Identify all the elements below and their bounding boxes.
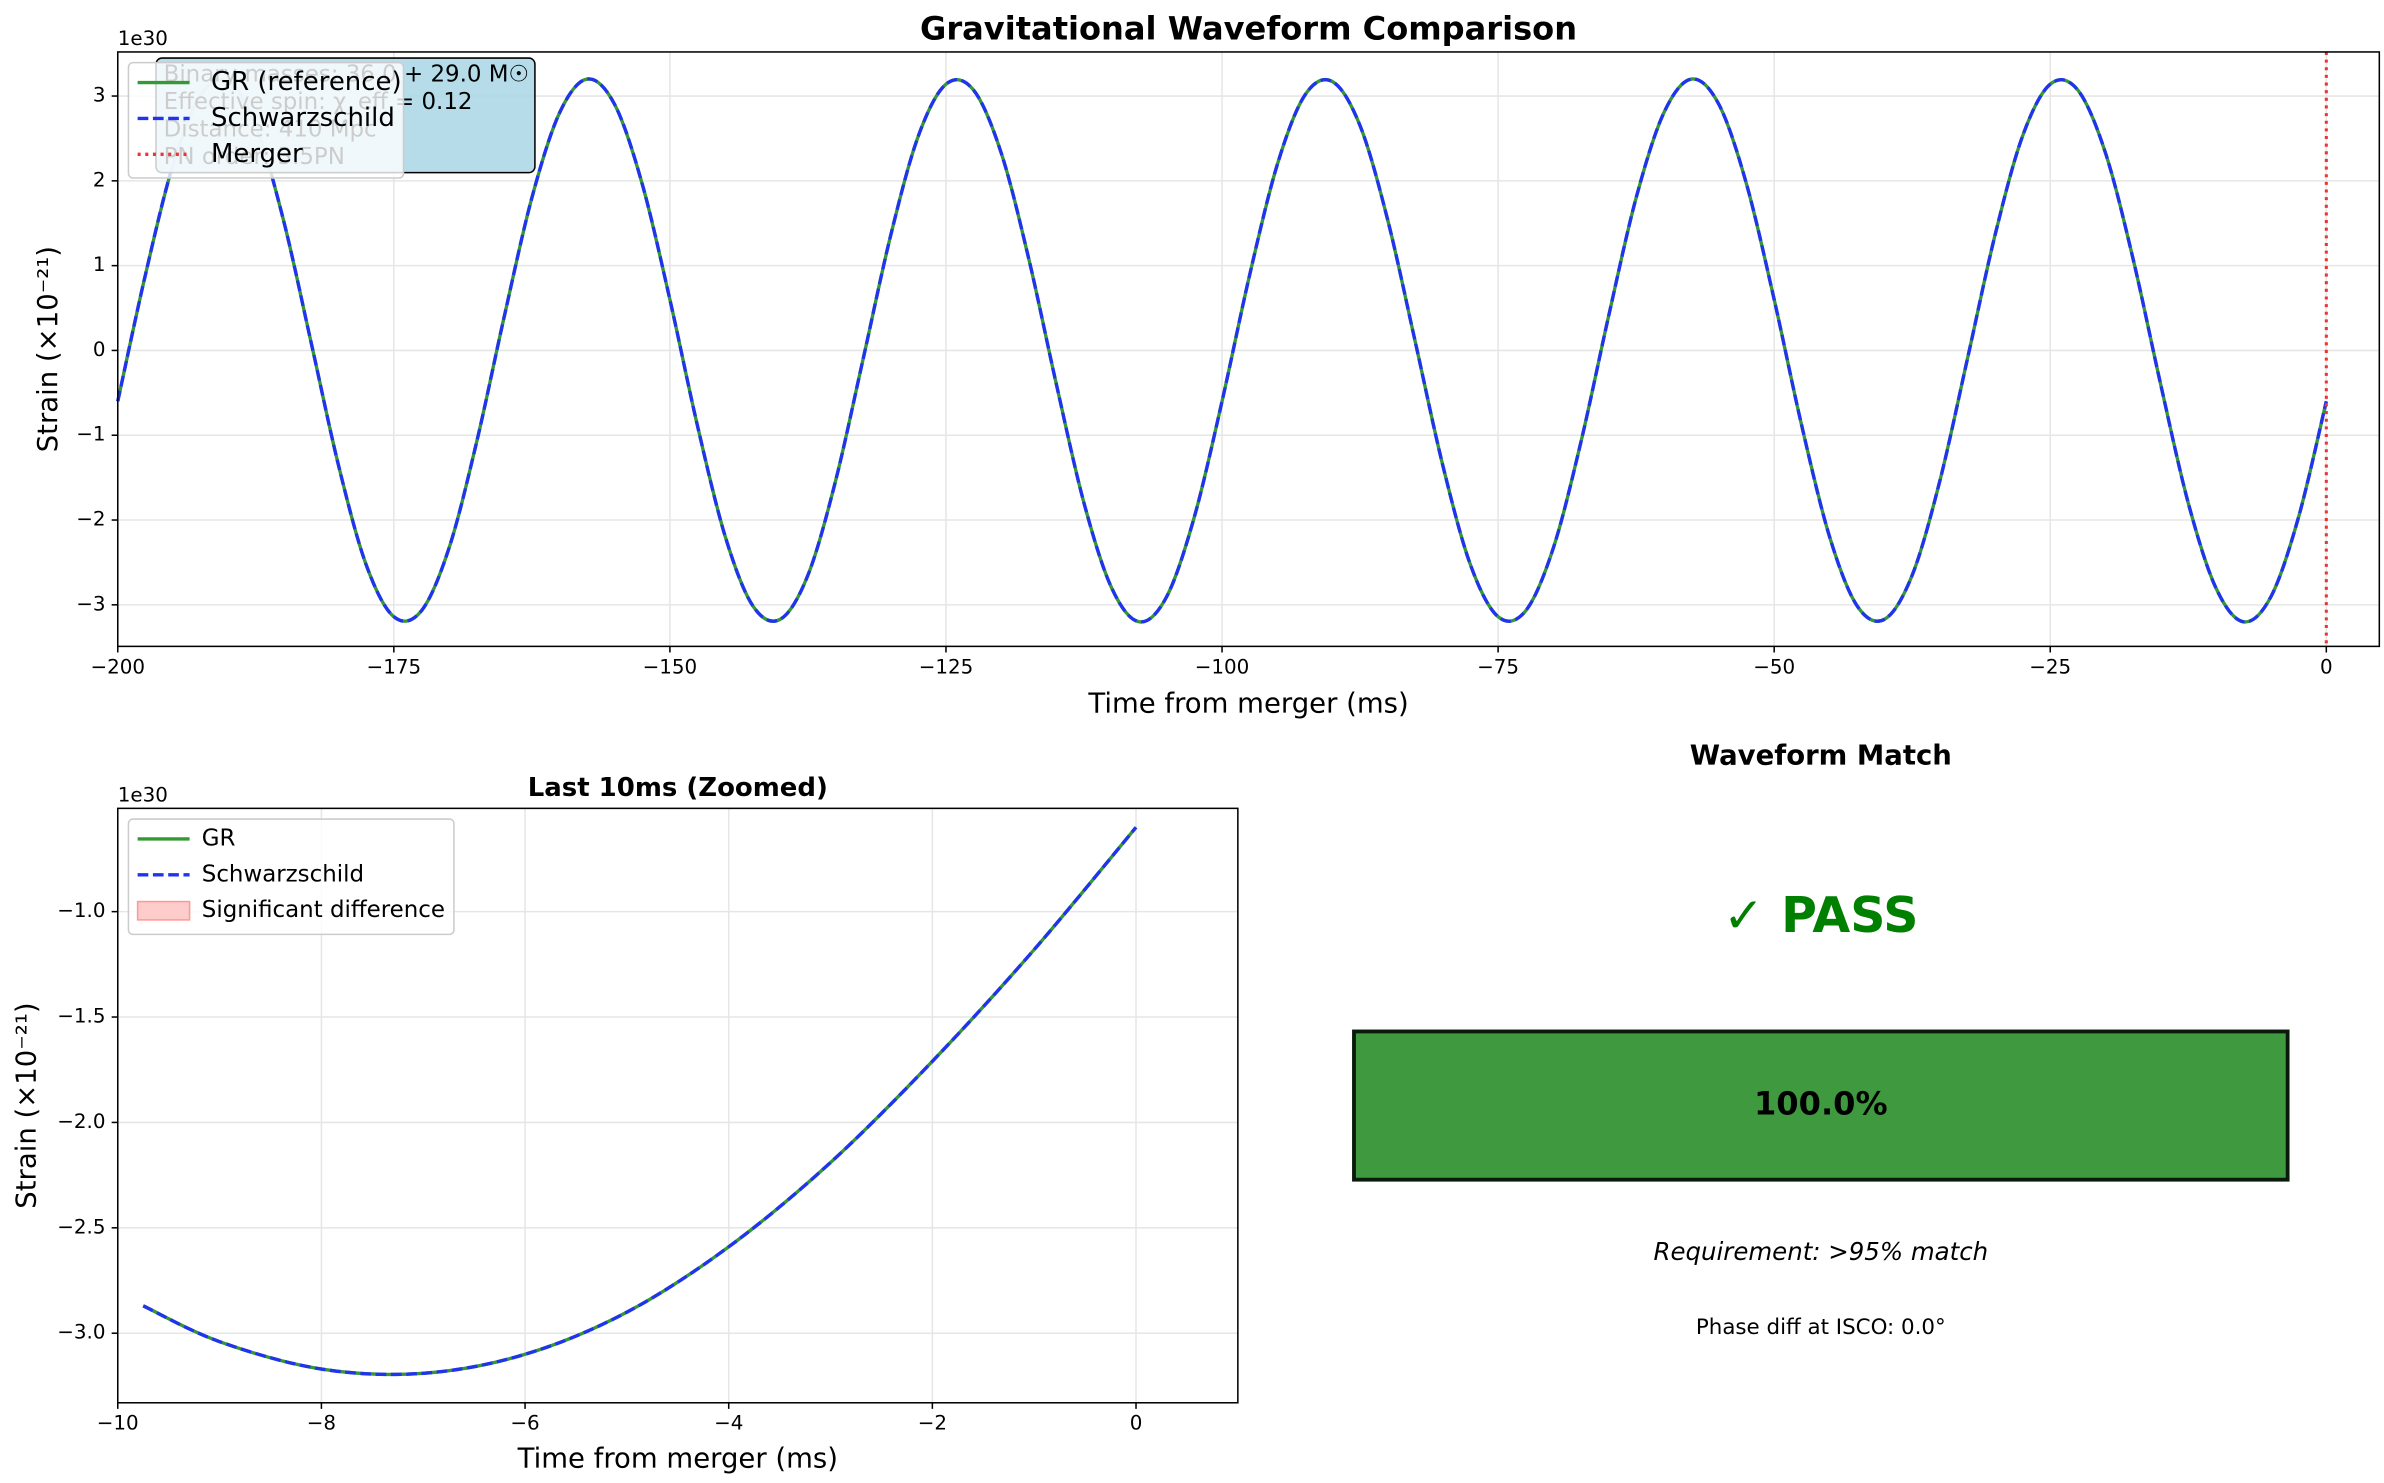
legend-label: GR	[202, 825, 236, 851]
y-tick-label: 2	[93, 168, 106, 191]
x-tick-label: −6	[510, 1412, 539, 1435]
waveform-line	[116, 77, 2328, 624]
legend-label: GR (reference)	[211, 67, 402, 97]
x-axis-label: Time from merger (ms)	[1087, 687, 1408, 719]
panel-title: Waveform Match	[1690, 739, 1952, 771]
x-tick-label: −200	[90, 655, 145, 678]
legend-box	[127, 61, 405, 179]
x-tick-label: −125	[919, 655, 974, 678]
x-tick-label: −4	[714, 1412, 743, 1435]
match-value: 100.0%	[1754, 1085, 1888, 1123]
y-axis-label: Strain (×10⁻²¹)	[32, 246, 64, 452]
x-tick-label: −8	[307, 1412, 336, 1435]
legend-label: Significant difference	[202, 897, 445, 923]
legend-box	[127, 818, 455, 936]
plot-frame	[116, 807, 1239, 1404]
legend-swatch	[136, 900, 191, 921]
x-tick-label: −50	[1753, 655, 1795, 678]
y-tick-label: −3.0	[57, 1321, 105, 1344]
x-tick-label: −175	[367, 655, 422, 678]
y-tick-label: −2.0	[57, 1110, 105, 1133]
legend-label: Schwarzschild	[211, 103, 395, 133]
x-tick-label: −100	[1195, 655, 1250, 678]
note-text: Requirement: >95% match	[1653, 1237, 1988, 1266]
legend-label: Schwarzschild	[202, 861, 364, 887]
match-bar	[1352, 1029, 2290, 1182]
y-tick-label: −3	[76, 592, 105, 615]
y-tick-label: −1.5	[57, 1005, 105, 1028]
note-text: Phase diff at ISCO: 0.0°	[1696, 1315, 1946, 1340]
plot-frame	[116, 51, 2381, 648]
y-tick-label: −2	[76, 508, 105, 531]
x-axis-label: Time from merger (ms)	[517, 1442, 838, 1474]
legend-label: Merger	[211, 139, 303, 169]
x-tick-label: 0	[1130, 1412, 1143, 1435]
chart-title: Last 10ms (Zoomed)	[528, 773, 828, 803]
waveform-line	[142, 826, 1138, 1377]
y-tick-label: 0	[93, 338, 106, 361]
chart-title: Gravitational Waveform Comparison	[920, 10, 1577, 48]
x-tick-label: −10	[97, 1412, 139, 1435]
y-tick-label: −1	[76, 423, 105, 446]
y-axis-label: Strain (×10⁻²¹)	[11, 1002, 43, 1208]
x-tick-label: −75	[1477, 655, 1519, 678]
x-tick-label: −150	[643, 655, 698, 678]
y-tick-label: 1	[93, 253, 106, 276]
status-text: ✓ PASS	[1723, 887, 1918, 944]
y-tick-label: −1.0	[57, 899, 105, 922]
x-tick-label: −2	[918, 1412, 947, 1435]
offset-text: 1e30	[118, 784, 168, 807]
x-tick-label: −25	[2029, 655, 2071, 678]
y-tick-label: −2.5	[57, 1215, 105, 1238]
offset-text: 1e30	[118, 27, 168, 50]
y-tick-label: 3	[93, 84, 106, 107]
x-tick-label: 0	[2320, 655, 2333, 678]
